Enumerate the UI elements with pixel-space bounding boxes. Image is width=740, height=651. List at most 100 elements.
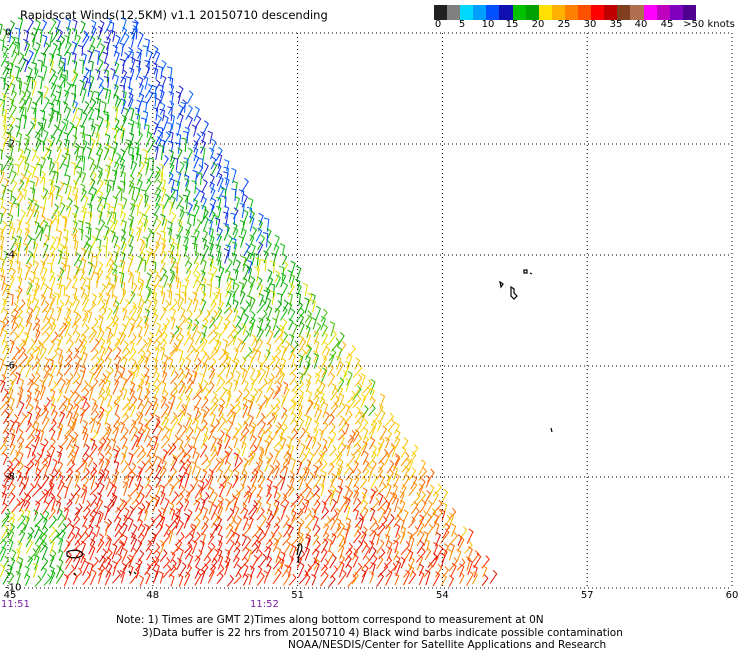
- wind-barb: [37, 28, 43, 43]
- wind-barb: [178, 409, 185, 425]
- wind-barb: [390, 445, 396, 458]
- wind-barb: [279, 458, 290, 474]
- wind-barb: [31, 62, 37, 75]
- wind-barb: [152, 312, 159, 328]
- wind-barb: [306, 292, 313, 307]
- wind-barb: [167, 100, 175, 115]
- wind-barb: [41, 117, 47, 131]
- colorbar-segment: [460, 5, 474, 20]
- wind-barb: [71, 28, 78, 41]
- wind-barb: [11, 549, 17, 562]
- wind-barb: [306, 373, 312, 387]
- wind-barb: [368, 403, 376, 417]
- wind-barb: [72, 394, 83, 410]
- wind-barb: [335, 507, 341, 521]
- wind-barb: [232, 180, 238, 195]
- wind-barb: [275, 365, 282, 379]
- wind-barb: [98, 458, 105, 475]
- wind-barb: [71, 71, 79, 88]
- wind-barb: [121, 460, 129, 474]
- wind-barb: [155, 494, 161, 507]
- wind-barb: [105, 476, 111, 490]
- wind-barb: [98, 373, 107, 387]
- wind-barb: [290, 457, 296, 473]
- wind-barb: [64, 354, 73, 369]
- wind-barb: [331, 430, 337, 443]
- wind-barb: [112, 469, 120, 484]
- wind-barb: [298, 354, 304, 368]
- wind-barb: [385, 429, 393, 442]
- wind-barb: [275, 422, 282, 434]
- wind-barb: [274, 243, 280, 256]
- wind-barb: [211, 138, 217, 152]
- wind-barb: [248, 450, 256, 466]
- wind-barb: [80, 276, 87, 291]
- wind-barb: [136, 226, 142, 242]
- wind-barb: [102, 51, 108, 64]
- wind-barb: [337, 554, 346, 570]
- wind-barb: [16, 219, 22, 234]
- wind-barb: [96, 196, 103, 210]
- wind-barb: [222, 338, 229, 355]
- wind-barb: [162, 115, 169, 131]
- wind-barb: [17, 227, 23, 242]
- wind-barb: [122, 196, 128, 210]
- wind-barb: [110, 29, 116, 43]
- wind-barb: [119, 163, 125, 178]
- wind-barb: [105, 275, 111, 289]
- wind-barb: [136, 293, 143, 307]
- wind-barb: [137, 47, 143, 59]
- wind-barb: [29, 254, 36, 266]
- wind-barb: [224, 177, 230, 193]
- wind-barb: [226, 481, 233, 497]
- wind-barb: [327, 550, 334, 563]
- wind-barb: [313, 500, 321, 514]
- wind-barb: [258, 553, 268, 568]
- wind-barb: [49, 539, 55, 554]
- wind-barb: [258, 514, 267, 531]
- wind-barb: [121, 412, 129, 426]
- wind-barb: [23, 58, 29, 73]
- lat-tick-label: -2: [5, 138, 15, 150]
- wind-barb: [128, 180, 135, 195]
- wind-barb: [273, 465, 280, 480]
- wind-barb: [369, 436, 376, 450]
- wind-barb: [65, 564, 76, 579]
- wind-barb: [267, 478, 273, 492]
- wind-barb: [10, 331, 19, 345]
- wind-barb: [328, 364, 334, 376]
- wind-barb: [85, 80, 92, 97]
- wind-barb: [240, 434, 247, 449]
- wind-barb: [3, 460, 13, 475]
- wind-barb: [352, 443, 362, 456]
- wind-barb: [27, 548, 37, 563]
- wind-barb: [26, 555, 34, 569]
- wind-barb: [345, 444, 351, 457]
- wind-barb: [33, 209, 40, 226]
- wind-barb: [272, 355, 281, 371]
- wind-barb: [58, 402, 67, 417]
- wind-barb: [152, 509, 162, 523]
- wind-barb: [15, 289, 21, 304]
- wind-barb: [113, 445, 121, 459]
- wind-barb: [58, 529, 66, 545]
- wind-barb: [62, 101, 69, 113]
- wind-barb: [232, 435, 239, 449]
- wind-barb: [298, 452, 307, 466]
- wind-barb: [208, 448, 218, 464]
- wind-barb: [175, 253, 181, 266]
- wind-barb: [4, 283, 10, 296]
- wind-barb: [137, 179, 143, 192]
- wind-barb: [376, 572, 385, 587]
- wind-barb: [33, 524, 40, 539]
- wind-barb: [112, 337, 121, 352]
- wind-barb: [290, 340, 299, 353]
- wind-barb: [127, 46, 134, 59]
- wind-barb: [41, 266, 48, 282]
- wind-barb: [8, 482, 16, 497]
- wind-barb: [282, 260, 289, 273]
- wind-barb: [386, 459, 395, 474]
- wind-barb: [361, 555, 371, 570]
- wind-barb: [87, 251, 94, 266]
- wind-barb: [127, 122, 134, 136]
